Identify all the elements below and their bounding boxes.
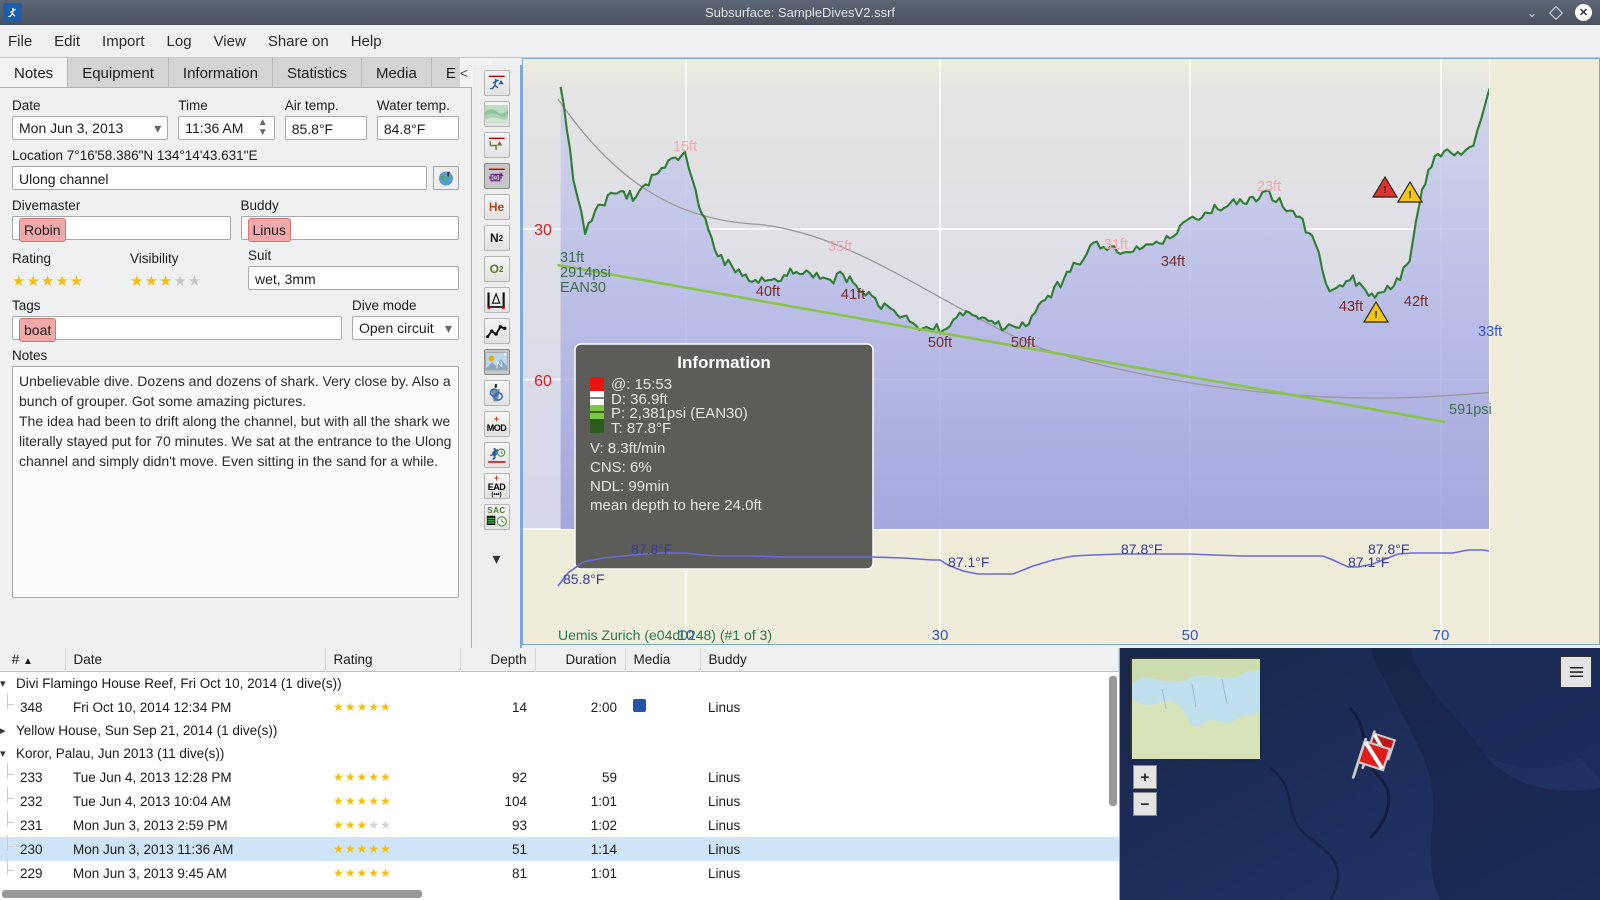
svg-text:33ft: 33ft: [1478, 324, 1502, 340]
svg-text:Information: Information: [677, 353, 771, 372]
svg-text:V: 8.3ft/min: V: 8.3ft/min: [590, 440, 665, 457]
svg-text:85.8°F: 85.8°F: [563, 571, 604, 587]
svg-text:Uemis Zurich (e04d0248) (#1 of: Uemis Zurich (e04d0248) (#1 of 3): [558, 627, 772, 643]
svg-text:591psi: 591psi: [1449, 402, 1492, 418]
svg-text:60: 60: [534, 373, 552, 390]
svg-text:41ft: 41ft: [841, 287, 865, 303]
svg-text:23ft: 23ft: [1257, 179, 1281, 195]
svg-text:42ft: 42ft: [1404, 294, 1428, 310]
svg-text:30: 30: [534, 222, 552, 239]
svg-text:87.8°F: 87.8°F: [1121, 541, 1162, 557]
svg-text:2914psi: 2914psi: [560, 265, 611, 281]
svg-text:35ft: 35ft: [828, 239, 852, 255]
svg-text:87.1°F: 87.1°F: [948, 554, 989, 570]
svg-text:30: 30: [932, 627, 949, 644]
svg-text:34ft: 34ft: [1161, 254, 1185, 270]
svg-text:NDL: 99min: NDL: 99min: [590, 478, 669, 495]
svg-text:15ft: 15ft: [673, 139, 697, 155]
svg-text:mean depth to here 24.0ft: mean depth to here 24.0ft: [590, 497, 763, 514]
svg-text:50ft: 50ft: [928, 335, 952, 351]
svg-text:T: 87.8°F: T: 87.8°F: [611, 420, 671, 437]
svg-text:70: 70: [1433, 627, 1450, 644]
svg-text:43ft: 43ft: [1339, 299, 1363, 315]
svg-text:!: !: [1383, 185, 1386, 196]
svg-text:50ft: 50ft: [1011, 335, 1035, 351]
svg-text:50: 50: [1182, 627, 1199, 644]
svg-text:!: !: [1374, 310, 1377, 321]
svg-text:!: !: [1408, 190, 1411, 201]
svg-text:CNS: 6%: CNS: 6%: [590, 459, 652, 476]
svg-text:31ft: 31ft: [1104, 237, 1128, 253]
svg-text:87.8°F: 87.8°F: [1368, 541, 1409, 557]
svg-text:EAN30: EAN30: [560, 280, 606, 296]
svg-text:40ft: 40ft: [756, 284, 780, 300]
svg-text:87.8°F: 87.8°F: [631, 541, 672, 557]
svg-text:31ft: 31ft: [560, 250, 584, 266]
